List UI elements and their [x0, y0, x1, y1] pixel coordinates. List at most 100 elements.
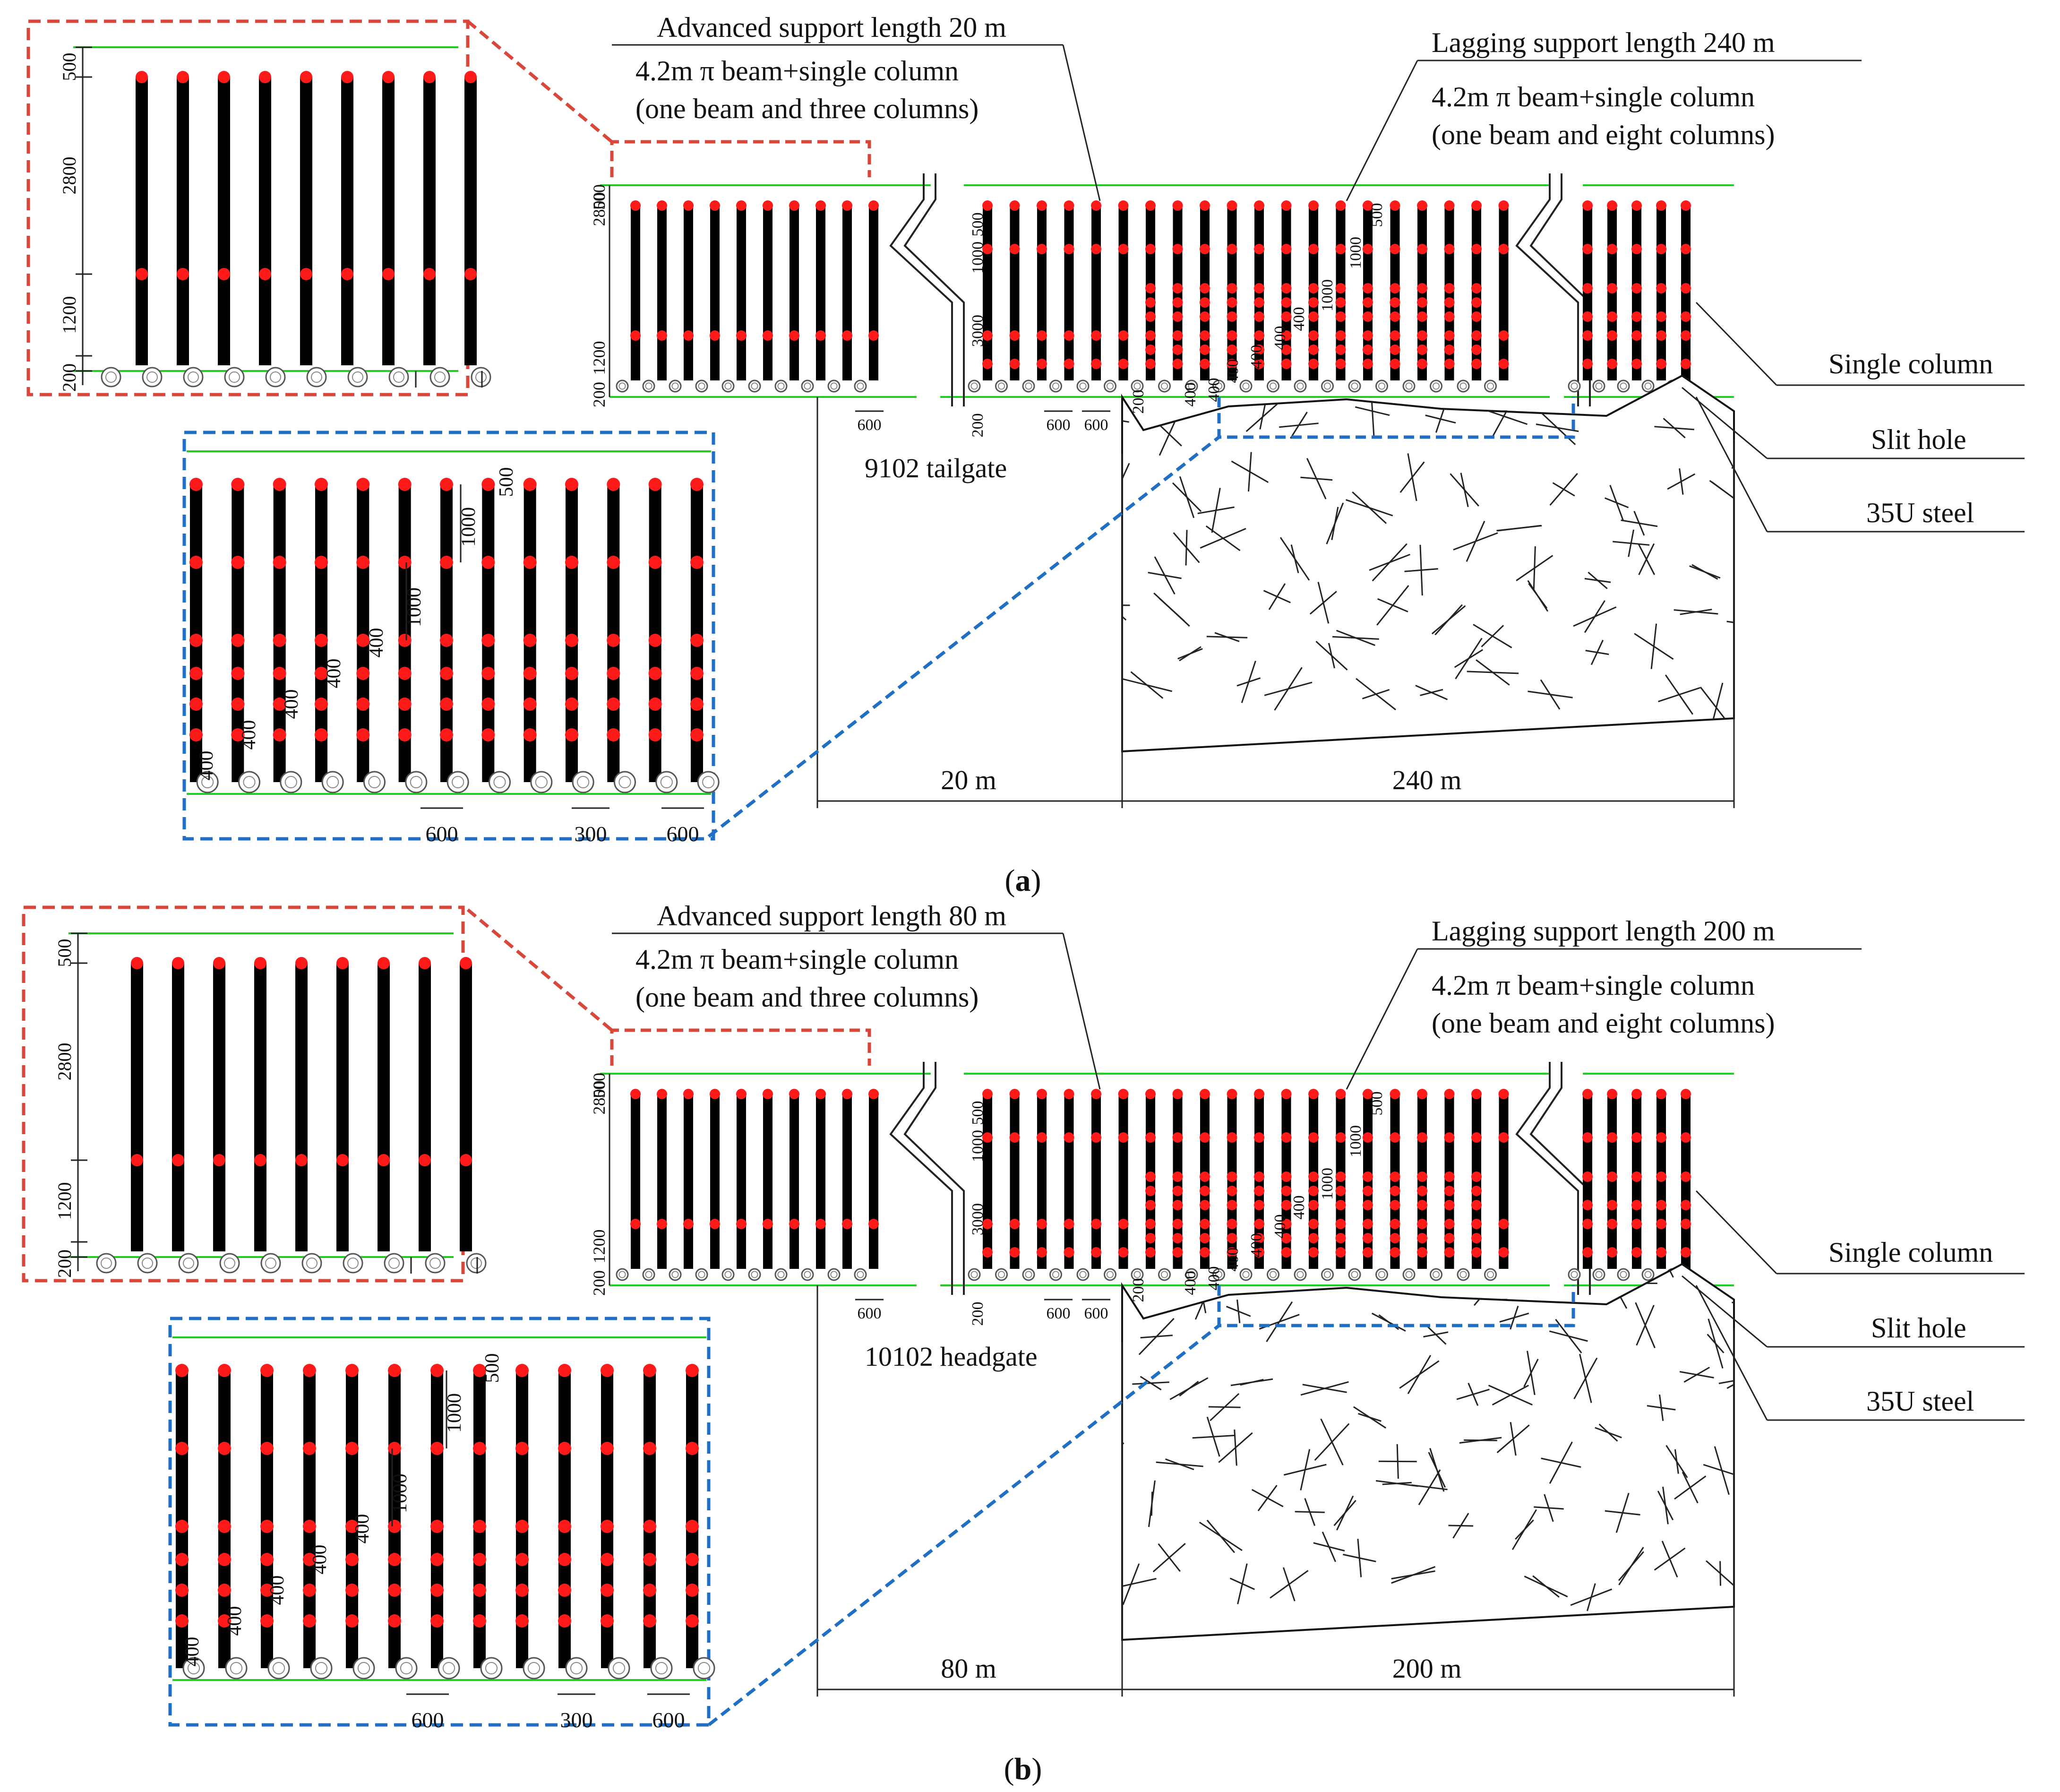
dimension-label: 1000	[1347, 237, 1365, 269]
column-node	[1471, 1200, 1482, 1210]
rock-fragment	[1159, 597, 1185, 622]
slit-hole-inner	[1595, 1271, 1603, 1278]
column-node	[1335, 1172, 1346, 1182]
slit-hole	[363, 771, 386, 793]
column-node	[1417, 1247, 1427, 1258]
column-node	[1064, 359, 1074, 369]
column-node	[683, 1219, 694, 1229]
column-node	[736, 200, 747, 211]
slit-hole	[774, 1268, 788, 1281]
dimension-label: 500	[1368, 1092, 1386, 1116]
column-node	[1582, 1132, 1593, 1143]
rock-fragment	[1618, 1551, 1644, 1581]
column-node	[607, 667, 620, 680]
rock-fragment	[1653, 1264, 1674, 1278]
dimension-label: 400	[181, 1637, 203, 1667]
column-node	[1281, 1219, 1292, 1229]
slit-hole-inner	[1323, 382, 1331, 390]
rock-fragment	[1584, 577, 1611, 583]
slit-hole-inner	[410, 775, 422, 789]
column-node	[303, 1442, 316, 1455]
dimension-label: 1200	[590, 1230, 609, 1264]
rock-fragment	[1130, 1231, 1148, 1258]
rock-fragment	[1533, 546, 1536, 590]
column-node	[1281, 311, 1292, 322]
slit-hole-inner	[101, 1258, 112, 1269]
column-node	[231, 556, 245, 569]
column-node	[1390, 283, 1400, 293]
rock-fragment	[1745, 1488, 1779, 1519]
rock-fragment	[1496, 1424, 1530, 1454]
column-node	[842, 1089, 852, 1099]
slit-hole-inner	[724, 1271, 732, 1278]
leader-line	[1062, 44, 1101, 201]
rock-fragment	[1270, 1570, 1309, 1599]
column-node	[1308, 345, 1319, 355]
column-node	[558, 1442, 571, 1455]
column-node	[440, 634, 453, 647]
column-node	[601, 1614, 614, 1628]
column-node	[1471, 1233, 1482, 1243]
slit-hole	[1212, 1268, 1225, 1281]
slit-hole	[523, 1657, 545, 1680]
column-node	[1363, 1247, 1373, 1258]
slit-hole	[1402, 1268, 1416, 1281]
column-node	[231, 634, 245, 647]
label-steel: 35U steel	[1866, 497, 1974, 528]
column-node	[1582, 244, 1593, 254]
column-node	[1118, 244, 1129, 254]
slit-hole	[827, 379, 841, 393]
column-node	[1037, 330, 1047, 341]
rock-fragment	[1455, 638, 1483, 680]
column-node	[1335, 311, 1346, 322]
rock-fragment	[1573, 1357, 1598, 1399]
column-node	[218, 268, 230, 280]
column-node	[643, 1614, 656, 1628]
column-node	[1498, 1132, 1509, 1143]
column-node	[1471, 1186, 1482, 1196]
column-node	[300, 71, 312, 83]
slit-hole-inner	[1269, 382, 1277, 390]
column-node	[398, 698, 412, 711]
leader-line	[1682, 1275, 1768, 1348]
column-node	[440, 556, 453, 569]
main-support-layout: 5002800120020050010003000200500100010004…	[466, 12, 2025, 838]
rock-fragment	[1082, 1495, 1111, 1511]
column-node	[1335, 244, 1346, 254]
column-node	[273, 556, 286, 569]
slit-hole	[721, 1268, 735, 1281]
column-node	[1471, 1089, 1482, 1099]
column-node	[1363, 1219, 1373, 1229]
label-single-column: Single column	[1828, 348, 1993, 379]
rock-fragment	[1229, 1577, 1255, 1590]
column-node	[341, 268, 353, 280]
column-node	[1390, 311, 1400, 322]
column-node	[1607, 1089, 1617, 1099]
column-node	[1444, 330, 1455, 341]
slit-hole-inner	[1486, 382, 1494, 390]
dimension-label: 2800	[590, 1081, 609, 1115]
column-node	[1064, 330, 1074, 341]
slit-hole-inner	[1432, 1271, 1440, 1278]
lagging-support-title: Lagging support length 240 m	[1432, 27, 1775, 58]
column-node	[763, 200, 773, 211]
column-node	[1444, 1186, 1455, 1196]
dimension-label: 1200	[590, 341, 609, 375]
column-node	[815, 200, 826, 211]
rock-fragment	[1279, 537, 1310, 581]
column-node	[231, 698, 245, 711]
column-node	[336, 957, 349, 969]
rock-fragment	[1747, 521, 1760, 559]
column-node	[1681, 1172, 1691, 1182]
dimension-label: 1000	[389, 1473, 411, 1513]
column-node	[1308, 244, 1319, 254]
column-node	[1172, 1247, 1183, 1258]
slit-hole-inner	[1025, 1271, 1032, 1278]
column-node	[1656, 1219, 1666, 1229]
column-node	[1444, 1172, 1455, 1182]
caption-paren-open: (	[1004, 1752, 1014, 1786]
dimension-label: 400	[266, 1576, 288, 1605]
rock-fragment	[1322, 1532, 1336, 1562]
rock-fragment	[1314, 1423, 1350, 1461]
column-node	[273, 667, 286, 680]
